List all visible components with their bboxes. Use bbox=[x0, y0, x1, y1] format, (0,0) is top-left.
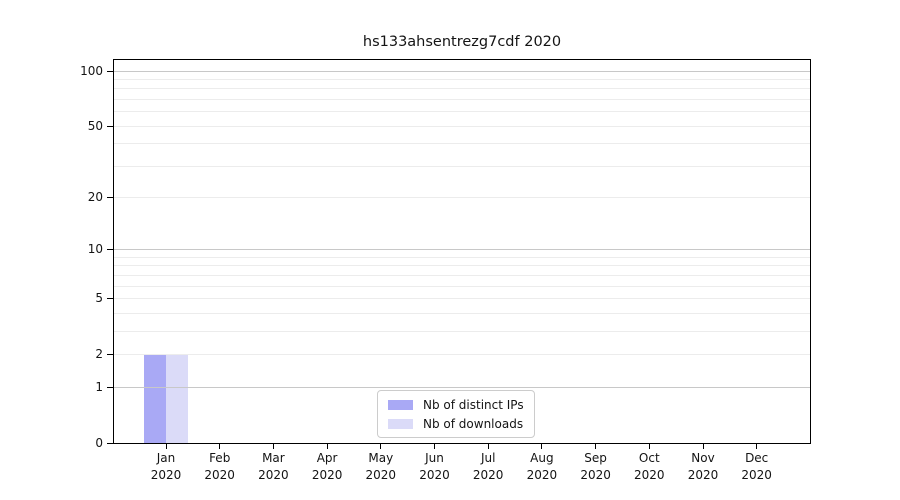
x-tick-mark bbox=[487, 444, 489, 449]
x-tick-label: Jun 2020 bbox=[403, 450, 467, 483]
x-tick-label-year: 2020 bbox=[204, 467, 235, 482]
y-tick-mark bbox=[107, 125, 113, 127]
x-tick-label-month: Mar bbox=[262, 451, 285, 465]
y-tick-label: 1 bbox=[95, 379, 103, 394]
gridline-minor bbox=[114, 197, 810, 199]
x-tick-label: Nov 2020 bbox=[671, 450, 735, 483]
legend-item-nb-of-distinct-ips: Nb of distinct IPs bbox=[388, 397, 524, 412]
x-tick-label: Sep 2020 bbox=[564, 450, 628, 483]
legend-item-nb-of-downloads: Nb of downloads bbox=[388, 416, 524, 431]
gridline-minor bbox=[114, 285, 810, 287]
x-tick-label-year: 2020 bbox=[526, 467, 558, 482]
y-tick-mark bbox=[107, 70, 113, 72]
x-tick-label: Oct 2020 bbox=[617, 450, 681, 483]
gridline-minor bbox=[114, 125, 810, 127]
gridline-minor bbox=[114, 330, 810, 332]
x-tick-mark bbox=[165, 444, 167, 449]
x-tick-label: Dec 2020 bbox=[725, 450, 789, 483]
x-tick-label: Aug 2020 bbox=[510, 450, 574, 483]
x-tick-label: Jan 2020 bbox=[134, 450, 198, 483]
gridline-major bbox=[114, 70, 810, 72]
x-tick-mark bbox=[219, 444, 221, 449]
y-tick-mark bbox=[107, 442, 113, 444]
x-tick-label-year: 2020 bbox=[741, 467, 772, 482]
gridline-major bbox=[114, 386, 810, 388]
x-tick-mark bbox=[648, 444, 650, 449]
x-tick-mark bbox=[595, 444, 597, 449]
y-tick-label: 0 bbox=[95, 435, 103, 450]
x-tick-mark bbox=[434, 444, 435, 449]
gridline-minor bbox=[114, 78, 810, 80]
legend: Nb of distinct IPs Nb of downloads bbox=[377, 390, 535, 438]
legend-label: Nb of distinct IPs bbox=[423, 397, 524, 412]
gridline-major bbox=[114, 249, 810, 251]
x-tick-label: Mar 2020 bbox=[241, 450, 305, 483]
x-tick-label-year: 2020 bbox=[634, 467, 665, 482]
x-tick-mark bbox=[756, 444, 758, 449]
legend-swatch-nb-of-distinct-ips bbox=[388, 399, 413, 410]
x-tick-label-year: 2020 bbox=[311, 467, 343, 482]
gridline-minor bbox=[114, 98, 810, 100]
x-tick-mark bbox=[541, 444, 543, 449]
x-tick-label-month: Dec bbox=[745, 451, 769, 465]
x-tick-label-month: Nov bbox=[691, 451, 715, 465]
x-tick-label-year: 2020 bbox=[365, 467, 397, 482]
bar-nb-of-downloads bbox=[166, 354, 188, 443]
gridline-minor bbox=[114, 111, 810, 113]
y-tick-mark bbox=[107, 386, 113, 388]
x-tick-label: Jul 2020 bbox=[456, 450, 520, 483]
y-tick-mark bbox=[107, 197, 113, 199]
x-tick-label-year: 2020 bbox=[687, 467, 719, 482]
gridline-minor bbox=[114, 274, 810, 276]
x-tick-label-month: Feb bbox=[209, 451, 231, 465]
y-tick-label: 20 bbox=[87, 190, 103, 205]
gridline-minor bbox=[114, 88, 810, 90]
legend-swatch-nb-of-downloads bbox=[388, 418, 413, 429]
x-tick-label: May 2020 bbox=[349, 450, 413, 483]
x-tick-mark bbox=[380, 444, 382, 449]
y-tick-label: 5 bbox=[95, 291, 103, 306]
gridline-minor bbox=[114, 256, 810, 258]
x-tick-label-month: Jun bbox=[425, 451, 444, 465]
x-tick-mark bbox=[702, 444, 704, 449]
gridline-minor bbox=[114, 143, 810, 145]
x-tick-label-month: Oct bbox=[638, 451, 660, 465]
x-tick-label-month: Apr bbox=[316, 451, 338, 465]
gridline-minor bbox=[114, 353, 810, 355]
x-tick-label-year: 2020 bbox=[580, 467, 611, 482]
x-tick-label-month: May bbox=[368, 451, 394, 465]
legend-label: Nb of downloads bbox=[423, 416, 524, 431]
x-tick-label-year: 2020 bbox=[419, 467, 450, 482]
x-tick-label-month: Sep bbox=[584, 451, 607, 465]
gridline-minor bbox=[114, 165, 810, 167]
gridline-minor bbox=[114, 312, 810, 314]
gridline-minor bbox=[114, 265, 810, 267]
chart-title: hs133ahsentrezg7cdf 2020 bbox=[362, 34, 562, 50]
y-tick-mark bbox=[107, 353, 113, 355]
x-tick-label-year: 2020 bbox=[472, 467, 504, 482]
x-tick-mark bbox=[326, 444, 328, 449]
x-tick-label-month: Jan bbox=[156, 451, 176, 465]
x-tick-label-year: 2020 bbox=[150, 467, 182, 482]
y-tick-label: 50 bbox=[87, 118, 103, 133]
plot-area bbox=[113, 59, 811, 444]
x-tick-label-month: Jul bbox=[480, 451, 496, 465]
y-tick-mark bbox=[107, 298, 113, 300]
x-tick-label: Apr 2020 bbox=[295, 450, 359, 483]
x-tick-label-month: Aug bbox=[530, 451, 554, 465]
y-tick-label: 2 bbox=[95, 346, 103, 361]
y-tick-label: 100 bbox=[80, 63, 103, 78]
x-tick-label: Feb 2020 bbox=[188, 450, 252, 483]
y-tick-label: 10 bbox=[87, 242, 103, 257]
x-tick-label-year: 2020 bbox=[258, 467, 289, 482]
x-tick-mark bbox=[272, 444, 274, 449]
gridline-minor bbox=[114, 298, 810, 300]
y-tick-mark bbox=[107, 249, 113, 251]
bar-nb-of-distinct-ips bbox=[144, 354, 166, 443]
